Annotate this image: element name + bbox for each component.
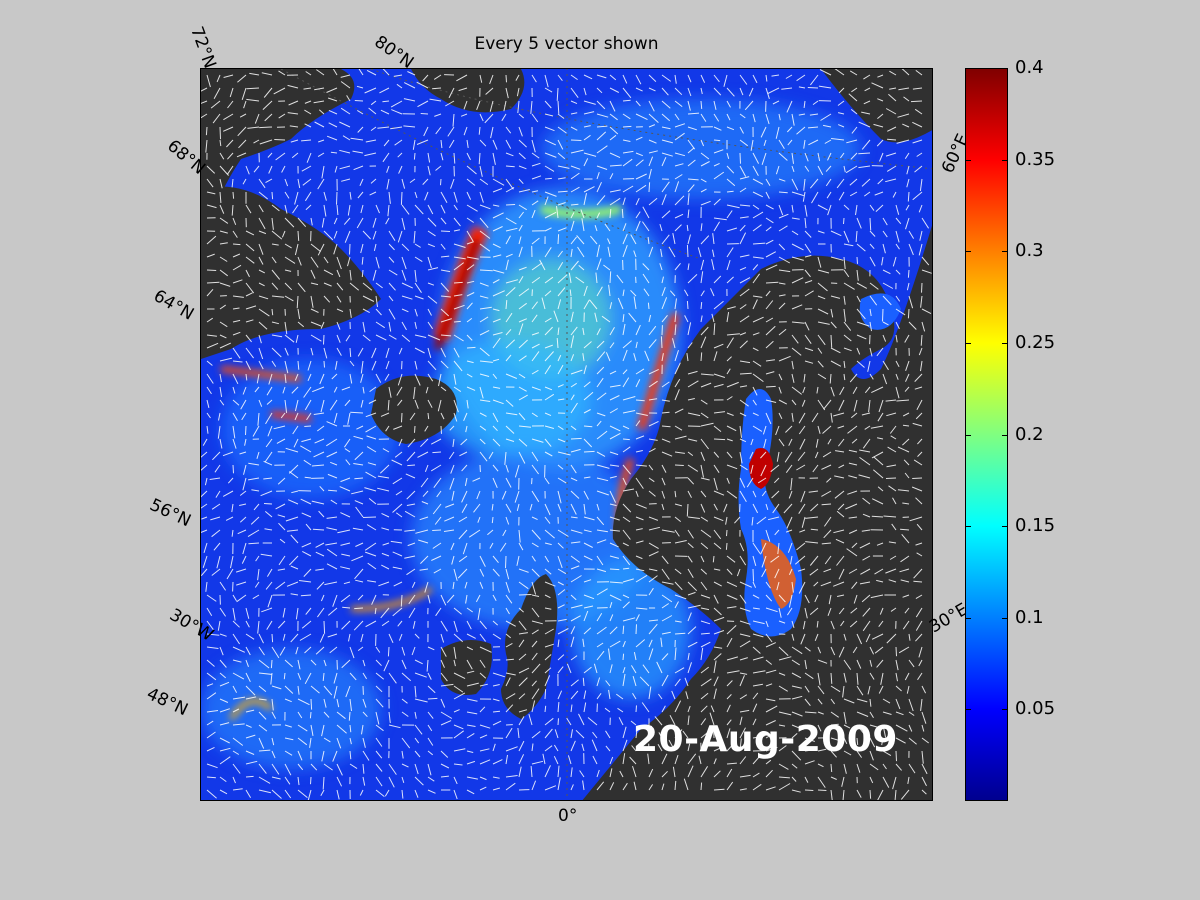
lat-label-56n: 56°N	[146, 495, 194, 532]
colorbar-tick-label: 0.1	[1015, 606, 1044, 628]
colorbar-tick-mark	[965, 251, 971, 253]
colorbar-tick-label: 0.3	[1015, 240, 1044, 262]
baltic-sea	[738, 389, 803, 637]
colorbar-tick-label: 0.05	[1015, 698, 1056, 720]
colorbar-tick-mark	[965, 159, 971, 161]
map-panel[interactable]: 20-Aug-2009	[200, 68, 933, 801]
map-title: Every 5 vector shown	[474, 34, 659, 54]
colorbar-tick-label: 0.4	[1015, 57, 1044, 78]
colorbar-tick-mark	[965, 434, 971, 436]
colorbar-tick-mark	[1002, 159, 1008, 161]
colorbar-tick-mark	[965, 68, 971, 69]
current-speed-map	[201, 69, 932, 800]
colorbar-tick-mark	[1002, 526, 1008, 528]
colorbar-tick-mark	[1002, 251, 1008, 253]
colorbar-tick-label: 0.35	[1015, 148, 1056, 170]
colorbar-tick-mark	[965, 709, 971, 711]
colorbar-tick-mark	[965, 342, 971, 344]
colorbar-tick-mark	[965, 526, 971, 528]
colorbar-tick-mark	[965, 617, 971, 619]
colorbar-tick-mark	[1002, 342, 1008, 344]
colorbar-tick-mark	[1002, 617, 1008, 619]
lat-label-48n: 48°N	[143, 684, 191, 721]
colorbar-tick-label: 0.15	[1015, 515, 1056, 537]
white-sea	[859, 293, 901, 330]
date-label: 20-Aug-2009	[633, 719, 898, 760]
colorbar-tick-mark	[1002, 434, 1008, 436]
colorbar-tick-mark	[1002, 68, 1008, 69]
current-vectors	[201, 69, 932, 800]
colorbar-tick-mark	[1002, 709, 1008, 711]
lat-label-64n: 64°N	[150, 286, 198, 325]
lon-label-0: 0°	[558, 806, 578, 826]
colorbar-tick-label: 0.25	[1015, 331, 1056, 353]
colorbar-tick-label: 0.2	[1015, 423, 1044, 445]
